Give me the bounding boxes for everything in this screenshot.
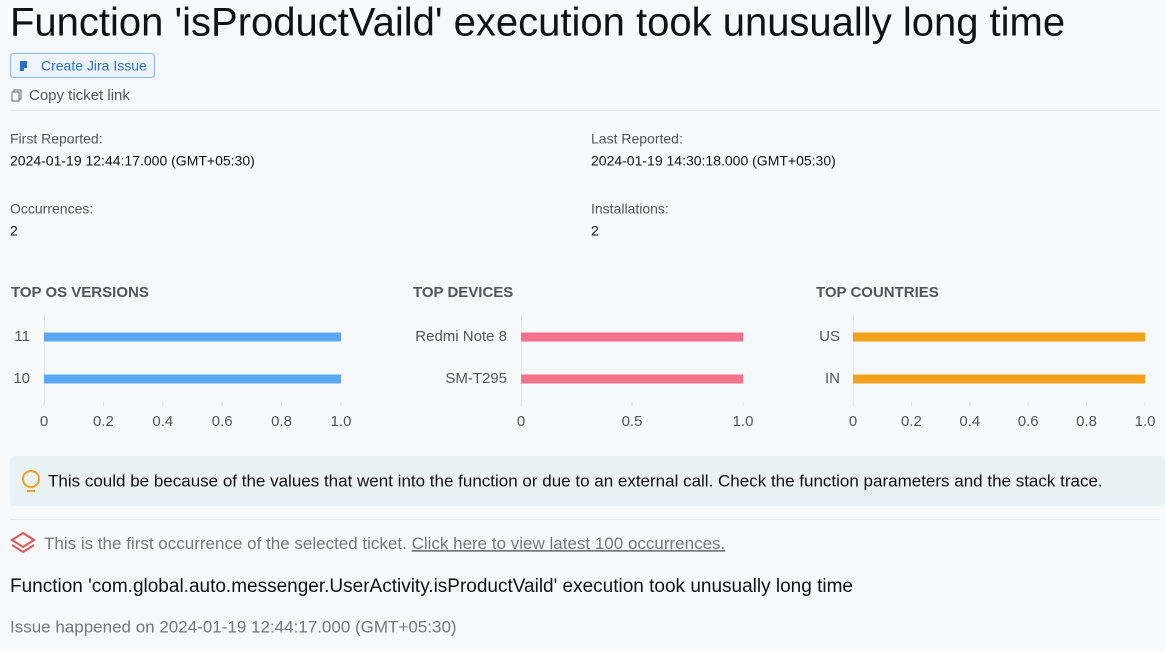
title: Function 'isProductVaild' execution took… xyxy=(10,1,1065,45)
bar xyxy=(44,332,341,342)
bulb-icon xyxy=(22,470,40,488)
x-tick-label: 0.4 xyxy=(959,413,980,430)
x-tick-label: 0.6 xyxy=(1018,413,1039,430)
category-label: SM-T295 xyxy=(445,370,507,387)
x-tick-label: 1.0 xyxy=(331,413,352,430)
layers-icon xyxy=(10,531,36,549)
occurrence-note: This is the first occurrence of the sele… xyxy=(44,534,407,553)
chart-title: TOP DEVICES xyxy=(413,284,513,301)
bar xyxy=(44,374,341,384)
charts: TOP OS VERSIONS 0 0.2 0.4 0.6 0.8 1.0 11 10 TOP D… xyxy=(11,284,1155,430)
occurrence-text: This is the first occurrence of the sele… xyxy=(44,534,725,553)
x-tick-label: 0.8 xyxy=(271,413,292,430)
jira-icon xyxy=(20,61,27,71)
category-label: Redmi Note 8 xyxy=(415,328,507,345)
copy-icon xyxy=(11,91,20,102)
detail-happened: Issue happened on 2024-01-19 12:44:17.00… xyxy=(10,617,457,636)
bar xyxy=(853,332,1145,342)
stat-value: 2024-01-19 12:44:17.000 (GMT+05:30) xyxy=(10,153,255,169)
stat-label: Installations: xyxy=(591,201,669,217)
x-tick-label: 1.0 xyxy=(733,413,754,430)
stat-label: Occurrences: xyxy=(10,201,93,217)
detail-message: Function 'com.global.auto.messenger.User… xyxy=(10,576,853,597)
x-tick-label: 0.8 xyxy=(1076,413,1097,430)
x-tick-label: 0.4 xyxy=(152,413,173,430)
stat-value: 2 xyxy=(591,223,599,239)
x-tick-label: 0 xyxy=(849,413,857,430)
category-label: IN xyxy=(825,370,840,387)
stat-label: Last Reported: xyxy=(591,131,683,147)
hint-text: This could be because of the values that… xyxy=(48,471,1103,490)
x-tick-label: 0.6 xyxy=(212,413,233,430)
chart-title: TOP OS VERSIONS xyxy=(11,284,149,301)
stat-label: First Reported: xyxy=(10,131,103,147)
x-tick-label: 0 xyxy=(40,413,48,430)
stat-value: 2 xyxy=(10,223,18,239)
x-tick-label: 1.0 xyxy=(1135,413,1156,430)
bar xyxy=(521,374,743,384)
category-label: 11 xyxy=(14,328,30,345)
bar xyxy=(853,374,1145,384)
jira-button[interactable] xyxy=(10,53,155,78)
hint-box xyxy=(10,456,1165,506)
category-label: US xyxy=(819,328,840,345)
jira-button-label[interactable]: Create Jira Issue xyxy=(41,58,147,74)
stat-value: 2024-01-19 14:30:18.000 (GMT+05:30) xyxy=(591,153,836,169)
layers-icon xyxy=(11,544,35,554)
copy-link[interactable]: Copy ticket link xyxy=(29,87,130,104)
chart-title: TOP COUNTRIES xyxy=(816,284,939,301)
x-tick-label: 0 xyxy=(517,413,525,430)
bar xyxy=(521,332,743,342)
x-tick-label: 0.2 xyxy=(901,413,922,430)
category-label: 10 xyxy=(13,370,30,387)
x-tick-label: 0.5 xyxy=(622,413,643,430)
occurrence-link[interactable]: Click here to view latest 100 occurrence… xyxy=(412,534,726,553)
x-tick-label: 0.2 xyxy=(93,413,114,430)
